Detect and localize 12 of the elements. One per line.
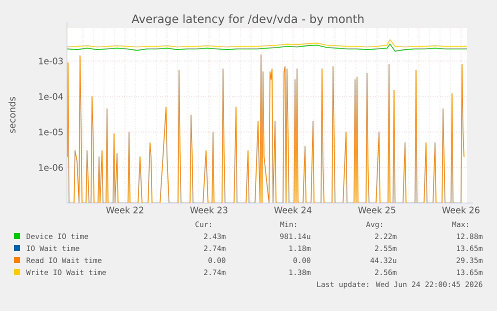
chart-title: Average latency for /dev/vda - by month bbox=[132, 14, 364, 26]
line-series bbox=[67, 54, 464, 204]
x-tick-label: Week 23 bbox=[190, 206, 228, 214]
y-tick-label: 1e-05 bbox=[39, 128, 63, 136]
y-axis-title: seconds bbox=[8, 97, 16, 133]
y-tick-label: 1e-06 bbox=[39, 164, 63, 171]
x-tick-label: Week 26 bbox=[442, 206, 480, 214]
x-tick-label: Week 25 bbox=[358, 206, 396, 214]
x-tick-label: Week 24 bbox=[274, 206, 312, 214]
y-tick-label: 1e-04 bbox=[39, 93, 63, 100]
y-tick-label: 1e-03 bbox=[39, 58, 63, 64]
x-tick-label: Week 22 bbox=[106, 206, 144, 214]
